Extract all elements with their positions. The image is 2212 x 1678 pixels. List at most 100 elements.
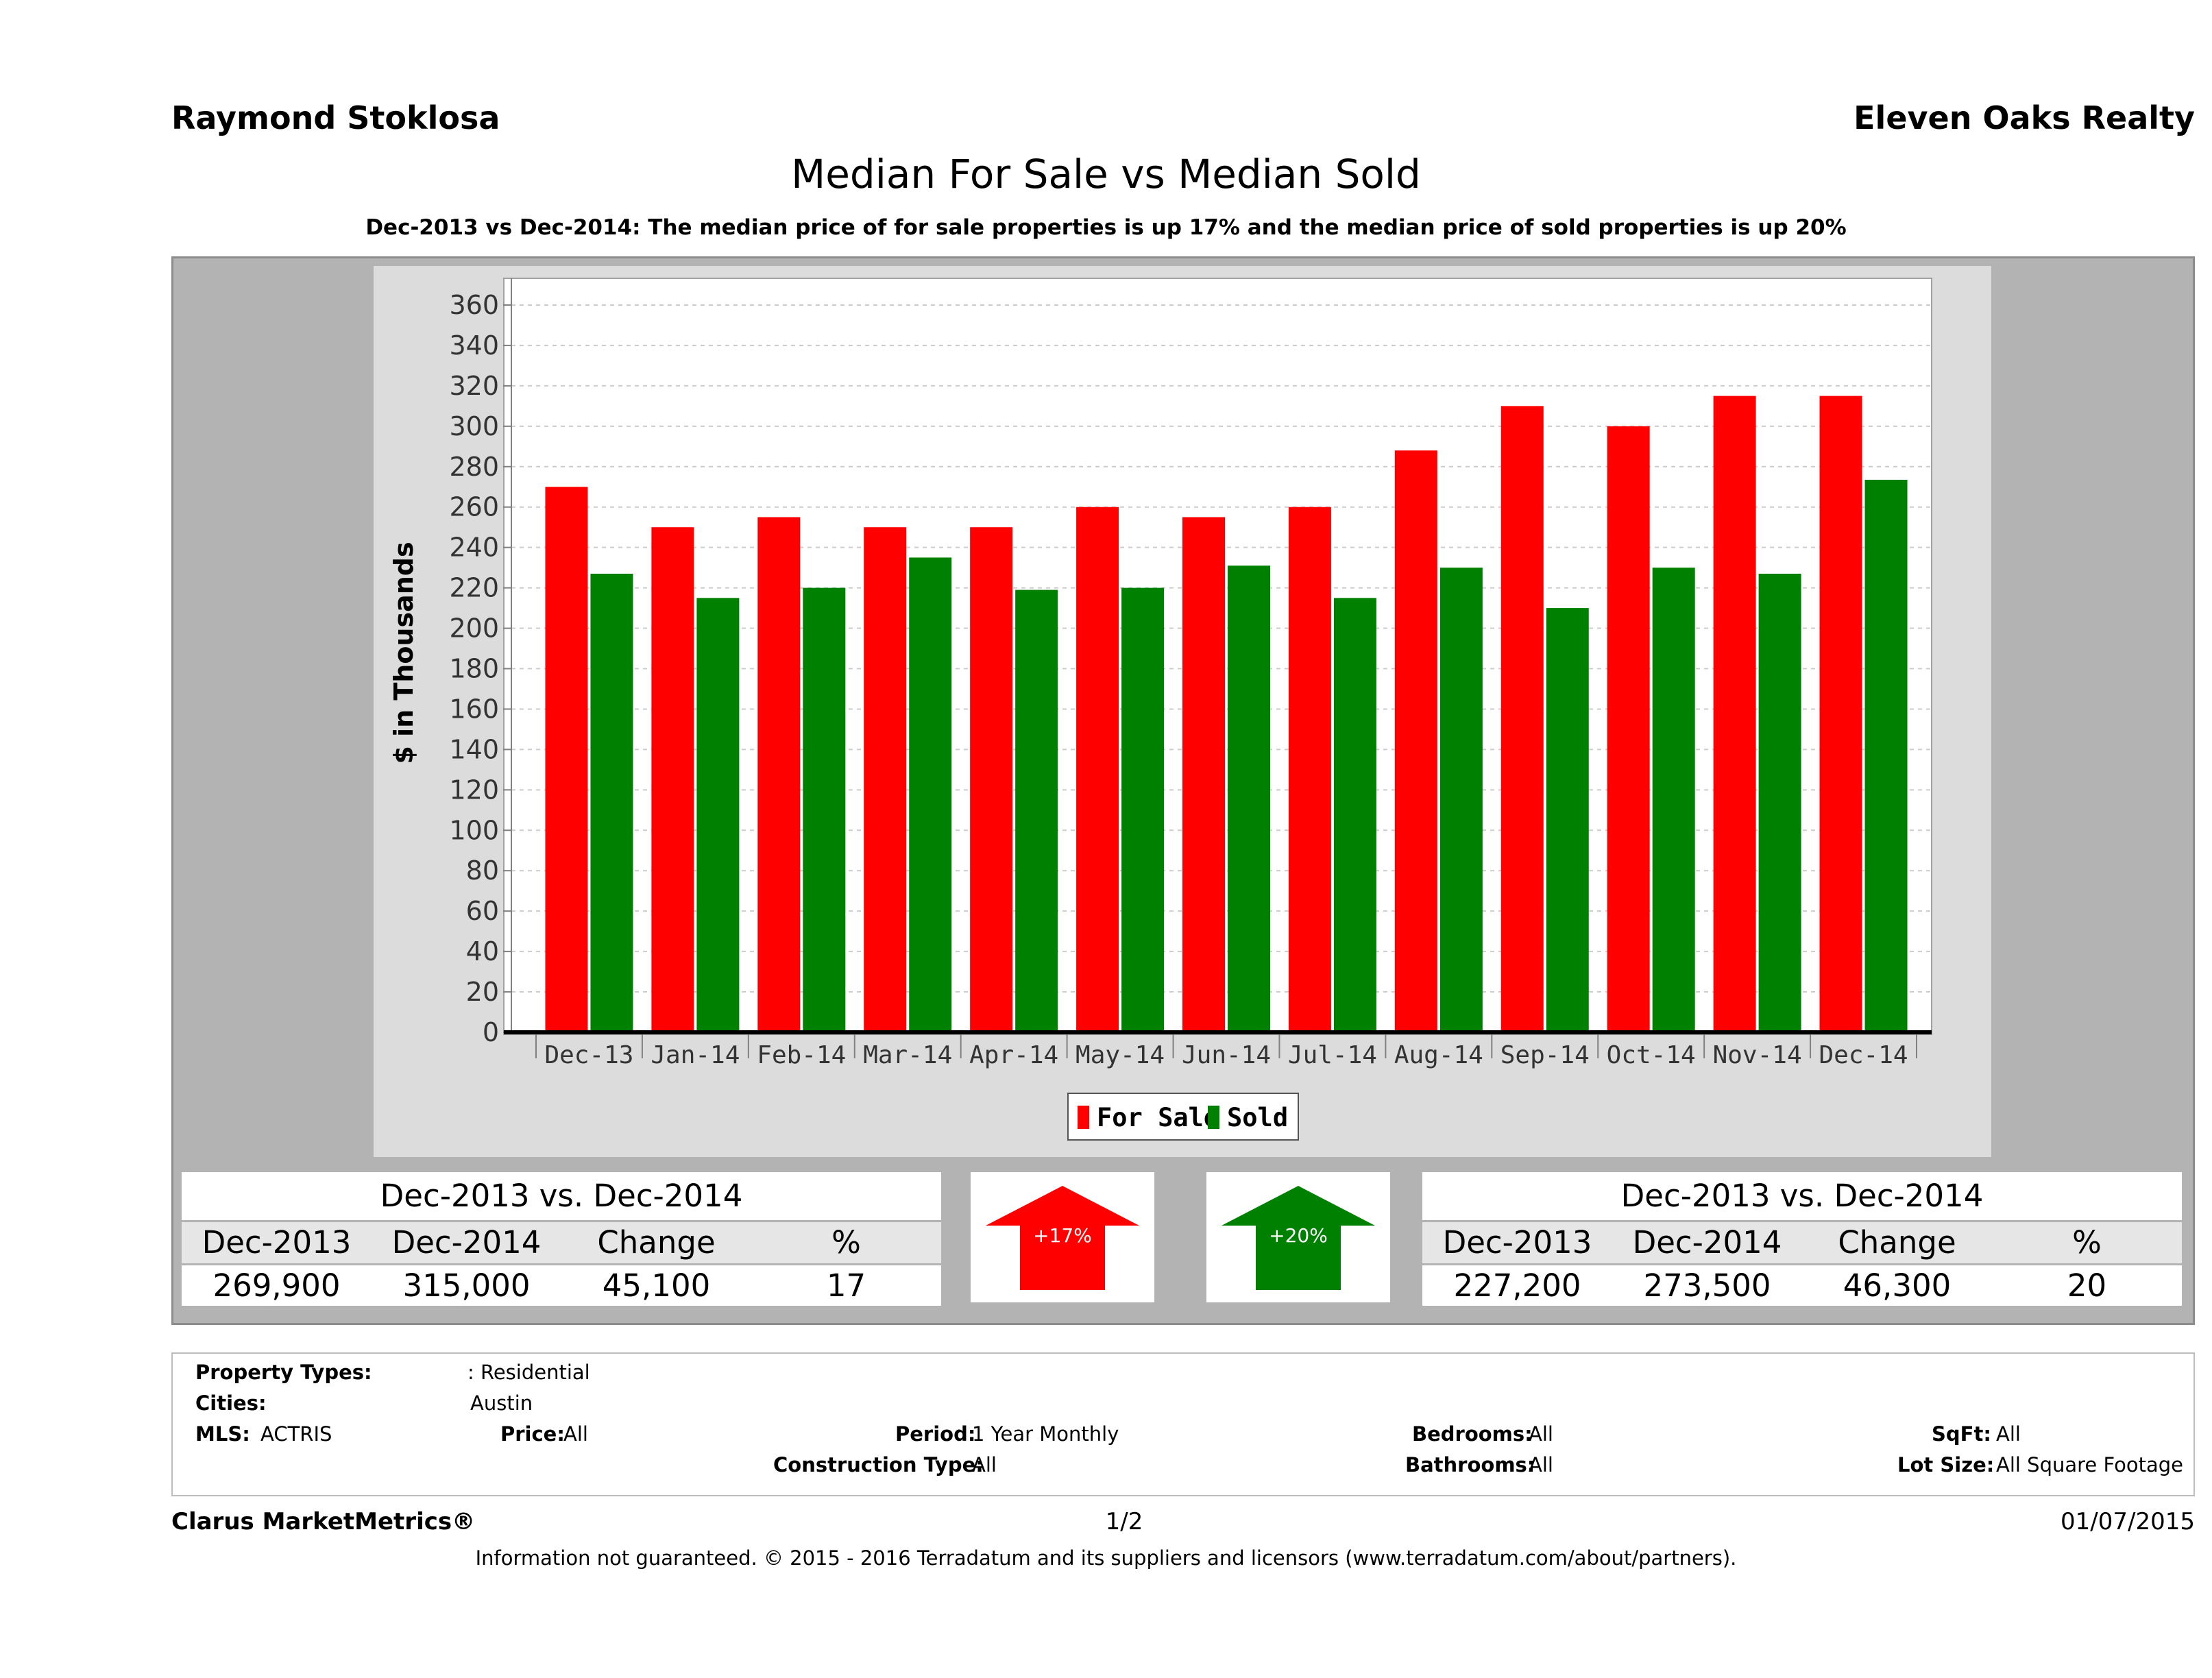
y-tick-label: 140 xyxy=(449,734,499,764)
sqft-value: All xyxy=(1996,1422,2021,1446)
up-arrow-green-icon xyxy=(1222,1186,1375,1290)
mls-label: MLS: xyxy=(195,1422,250,1446)
x-tick-label: Jun-14 xyxy=(1182,1041,1271,1069)
value-dec-2013: 227,200 xyxy=(1453,1267,1581,1304)
for-sale-summary-value-row: 269,900 315,000 45,100 17 xyxy=(182,1265,941,1306)
mls-value: ACTRIS xyxy=(260,1422,332,1446)
bar-chart: 0 20 40 60 80 100 120 140 160 180 200 220 240 260 280 3… xyxy=(389,278,1932,1141)
value-percent: 17 xyxy=(826,1267,866,1304)
x-tick-label: Mar-14 xyxy=(863,1041,952,1069)
for-sale-summary-header-row: Dec-2013 Dec-2014 Change % xyxy=(182,1222,941,1263)
x-tick-label: Dec-13 xyxy=(544,1041,633,1069)
legend-label-sold: Sold xyxy=(1227,1103,1288,1132)
bar-for-sale xyxy=(1500,406,1544,1032)
page-number: 1/2 xyxy=(1105,1508,1143,1535)
x-tick-label: Jul-14 xyxy=(1288,1041,1377,1069)
disclaimer: Information not guaranteed. © 2015 - 201… xyxy=(475,1546,1737,1570)
period-label: Period: xyxy=(895,1422,976,1446)
property-types-value: : Residential xyxy=(467,1361,590,1384)
summary-divider xyxy=(182,1263,941,1265)
sold-change-arrow-box: +20% xyxy=(1206,1172,1390,1302)
bar-for-sale xyxy=(1182,517,1225,1032)
x-tick-label: Nov-14 xyxy=(1713,1041,1802,1069)
footer-brand: Clarus MarketMetrics® xyxy=(171,1508,476,1535)
bar-sold xyxy=(1121,587,1165,1032)
y-tick-label: 200 xyxy=(449,613,499,644)
y-tick-label: 0 xyxy=(483,1017,499,1047)
y-tick-label: 220 xyxy=(449,573,499,603)
bar-sold xyxy=(1864,479,1908,1032)
sqft-label: SqFt: xyxy=(1932,1422,1991,1446)
y-tick-label: 60 xyxy=(466,896,499,926)
value-dec-2014: 315,000 xyxy=(402,1267,531,1304)
sold-change-badge: +20% xyxy=(1269,1224,1328,1247)
header-change: Change xyxy=(597,1224,716,1261)
bar-sold xyxy=(696,598,740,1032)
report-date: 01/07/2015 xyxy=(2061,1508,2195,1535)
y-tick-label: 300 xyxy=(449,411,499,441)
header-dec-2013: Dec-2013 xyxy=(202,1224,352,1261)
sold-summary-table: Dec-2013 vs. Dec-2014 Dec-2013 Dec-2014 … xyxy=(1422,1172,2182,1306)
x-tick-label: Apr-14 xyxy=(969,1041,1058,1069)
value-dec-2013: 269,900 xyxy=(212,1267,341,1304)
lot-size-label: Lot Size: xyxy=(1897,1453,1995,1476)
bathrooms-value: All xyxy=(1529,1453,1553,1476)
legend-swatch-for-sale xyxy=(1078,1106,1089,1129)
bar-sold xyxy=(1333,598,1376,1032)
bar-for-sale xyxy=(1394,450,1437,1032)
header-dec-2013: Dec-2013 xyxy=(1442,1224,1592,1261)
chart-title: Median For Sale vs Median Sold xyxy=(791,151,1421,197)
y-tick-label: 360 xyxy=(449,290,499,320)
lot-size-value: All Square Footage xyxy=(1996,1453,2184,1476)
up-arrow-red-icon xyxy=(986,1186,1139,1290)
header-dec-2014: Dec-2014 xyxy=(1632,1224,1782,1261)
bar-sold xyxy=(1439,568,1483,1032)
y-tick-label: 240 xyxy=(449,533,499,563)
legend-swatch-sold xyxy=(1208,1106,1219,1129)
bathrooms-label: Bathrooms: xyxy=(1405,1453,1535,1476)
bar-for-sale xyxy=(1607,426,1650,1032)
header-percent: % xyxy=(831,1224,861,1261)
bedrooms-label: Bedrooms: xyxy=(1412,1422,1533,1446)
legend-box xyxy=(1067,1093,1299,1141)
y-tick-label: 20 xyxy=(466,977,499,1007)
sold-summary-value-row: 227,200 273,500 46,300 20 xyxy=(1422,1265,2182,1306)
y-tick-label: 160 xyxy=(449,694,499,724)
bar-sold xyxy=(1015,589,1058,1032)
x-tick-label: Sep-14 xyxy=(1500,1041,1590,1069)
header-dec-2014: Dec-2014 xyxy=(391,1224,542,1261)
y-tick-label: 80 xyxy=(466,855,499,886)
bar-for-sale xyxy=(1713,396,1756,1032)
bar-sold xyxy=(1758,573,1801,1032)
for-sale-change-badge: +17% xyxy=(1033,1224,1092,1247)
bar-sold xyxy=(1228,566,1270,1032)
y-tick-label: 120 xyxy=(449,775,499,805)
y-tick-label: 180 xyxy=(449,654,499,684)
brokerage-name: Eleven Oaks Realty xyxy=(1854,99,2195,136)
construction-type-value: All xyxy=(972,1453,997,1476)
y-tick-label: 320 xyxy=(449,371,499,401)
y-tick-label: 40 xyxy=(466,936,499,966)
summary-divider xyxy=(1422,1263,2182,1265)
value-dec-2014: 273,500 xyxy=(1643,1267,1771,1304)
value-change: 45,100 xyxy=(602,1267,711,1304)
chart-panel: 0 20 40 60 80 100 120 140 160 180 200 220 240 260 280 3… xyxy=(374,266,1991,1157)
value-percent: 20 xyxy=(2067,1267,2107,1304)
bar-sold xyxy=(1546,608,1589,1032)
y-axis-title: $ in Thousands xyxy=(389,542,419,764)
bar-sold xyxy=(803,587,846,1032)
value-change: 46,300 xyxy=(1843,1267,1952,1304)
bar-for-sale xyxy=(757,517,801,1032)
x-tick-label: May-14 xyxy=(1075,1041,1165,1069)
agent-name: Raymond Stoklosa xyxy=(171,99,500,136)
bar-for-sale xyxy=(864,527,907,1032)
bedrooms-value: All xyxy=(1529,1422,1553,1446)
x-tick-label: Feb-14 xyxy=(757,1041,846,1069)
summary-divider xyxy=(1422,1220,2182,1222)
cities-value: Austin xyxy=(470,1391,533,1415)
summary-divider xyxy=(182,1220,941,1222)
legend-label-for-sale: For Sale xyxy=(1097,1103,1219,1132)
bar-sold xyxy=(590,573,633,1032)
y-tick-label: 260 xyxy=(449,492,499,522)
bar-for-sale xyxy=(545,487,588,1032)
